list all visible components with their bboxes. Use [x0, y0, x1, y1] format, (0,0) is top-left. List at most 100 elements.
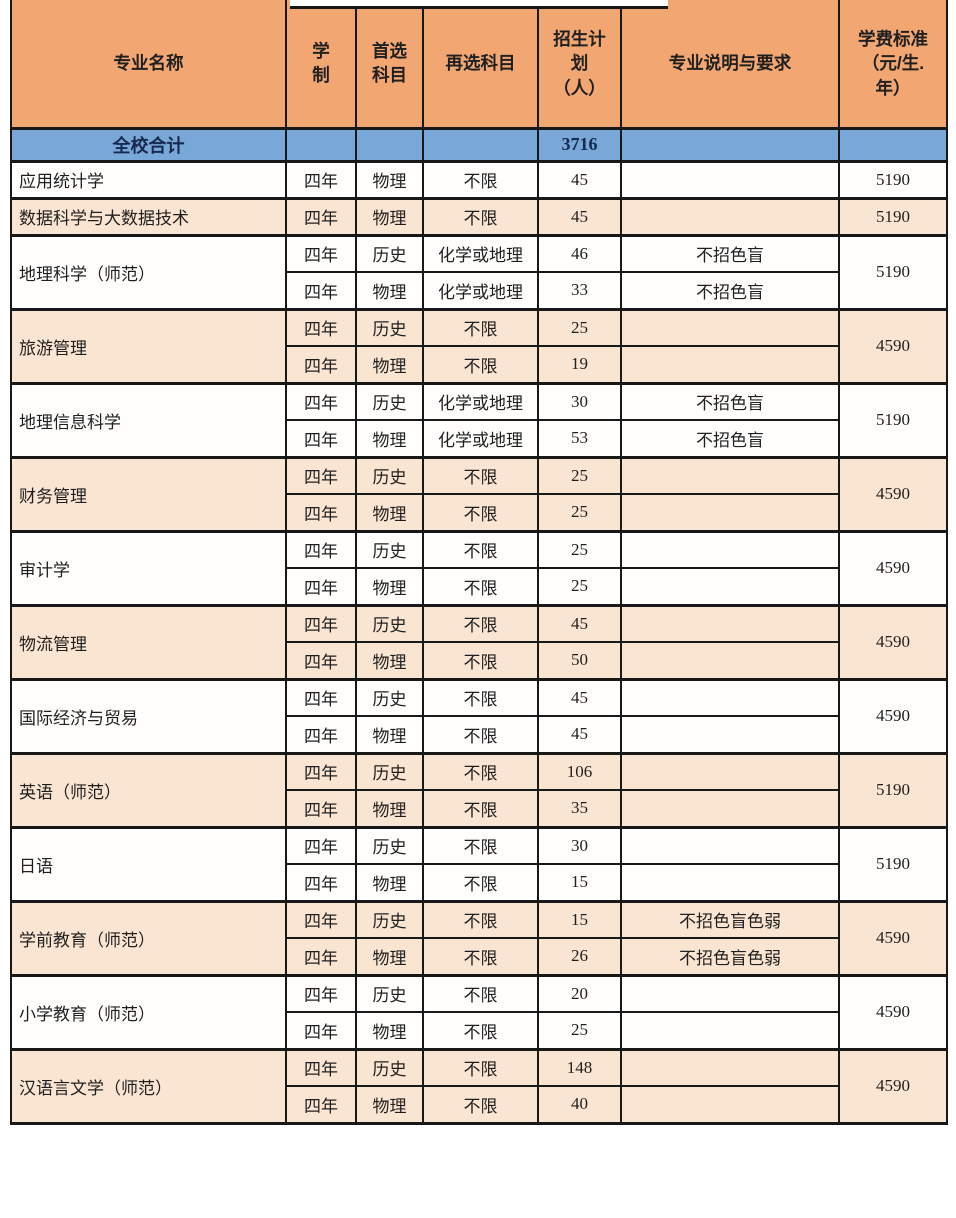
cell-first-subject: 历史 [355, 233, 424, 273]
cell-duration: 四年 [285, 567, 357, 606]
cell-second-subject: 不限 [422, 345, 539, 384]
major-subrow: 四年 物理 不限 35 [11, 789, 947, 828]
cell-plan: 35 [537, 789, 622, 828]
header-row: 专业名称 学 制 首选 科目 再选科目 招生计 划 （人） 专业说明与要求 学费… [10, 0, 948, 130]
cell-plan: 53 [537, 419, 622, 458]
cell-second-subject: 不限 [422, 455, 539, 495]
cell-tuition: 4590 [838, 677, 948, 754]
cell-note [620, 1011, 840, 1050]
major-subrow: 四年 物理 不限 15 [11, 863, 947, 902]
cell-plan: 15 [537, 863, 622, 902]
cell-duration: 四年 [285, 381, 357, 421]
cell-note [620, 1047, 840, 1087]
cell-second-subject: 化学或地理 [422, 233, 539, 273]
cell-second-subject: 不限 [422, 973, 539, 1013]
cell-first-subject: 历史 [355, 751, 424, 791]
cropped-top-strip [290, 0, 668, 9]
cell-second-subject: 不限 [422, 899, 539, 939]
major-subrow: 四年 物理 不限 26 不招色盲色弱 [11, 937, 947, 976]
cell-second-subject: 不限 [422, 196, 539, 236]
cell-plan: 15 [537, 899, 622, 939]
cell-major-name: 地理信息科学 [10, 381, 287, 458]
cell-first-subject: 历史 [355, 973, 424, 1013]
cell-plan: 20 [537, 973, 622, 1013]
cell-duration: 四年 [285, 271, 357, 310]
cell-major-name: 物流管理 [10, 603, 287, 680]
cell-duration: 四年 [285, 751, 357, 791]
col-header-major: 专业名称 [10, 0, 287, 130]
cell-duration: 四年 [285, 825, 357, 865]
cell-duration: 四年 [285, 455, 357, 495]
cell-tuition: 5190 [838, 159, 948, 199]
major-row: 物流管理 四年 历史 不限 45 4590 [10, 603, 948, 680]
cell-duration: 四年 [285, 863, 357, 902]
cell-note [620, 307, 840, 347]
cell-note: 不招色盲 [620, 419, 840, 458]
cell-duration: 四年 [285, 603, 357, 643]
cell-note [620, 455, 840, 495]
cell-duration: 四年 [285, 196, 357, 236]
cell-plan: 30 [537, 381, 622, 421]
major-row: 英语（师范） 四年 历史 不限 106 5190 [10, 751, 948, 828]
cell-second-subject: 不限 [422, 603, 539, 643]
cell-plan: 45 [537, 715, 622, 754]
cell-tuition: 4590 [838, 899, 948, 976]
cell-tuition: 4590 [838, 1047, 948, 1124]
major-row: 汉语言文学（师范） 四年 历史 不限 148 4590 [10, 1047, 948, 1124]
cell-major-name: 汉语言文学（师范） [10, 1047, 287, 1124]
cell-note: 不招色盲 [620, 271, 840, 310]
major-row: 地理科学（师范） 四年 历史 化学或地理 46 不招色盲 5190 [10, 233, 948, 310]
cell-first-subject: 物理 [355, 641, 424, 680]
cell-first-subject: 历史 [355, 825, 424, 865]
cell-note [620, 196, 840, 236]
cell-plan: 25 [537, 455, 622, 495]
total-empty-second [422, 126, 539, 163]
cell-second-subject: 化学或地理 [422, 419, 539, 458]
major-row: 应用统计学 四年 物理 不限 45 5190 [10, 159, 948, 199]
total-empty-notes [620, 126, 840, 163]
admission-plan-table: 专业名称 学 制 首选 科目 再选科目 招生计 划 （人） 专业说明与要求 学费… [10, 0, 948, 1125]
cell-duration: 四年 [285, 233, 357, 273]
cell-duration: 四年 [285, 419, 357, 458]
cell-note [620, 677, 840, 717]
major-row: 日语 四年 历史 不限 30 5190 [10, 825, 948, 902]
total-row: 全校合计 3716 [10, 126, 948, 163]
cell-first-subject: 物理 [355, 937, 424, 976]
cell-note [620, 603, 840, 643]
major-subrow: 四年 物理 不限 25 [11, 1011, 947, 1050]
cell-tuition: 5190 [838, 751, 948, 828]
cell-duration: 四年 [285, 307, 357, 347]
cell-note [620, 529, 840, 569]
cell-plan: 30 [537, 825, 622, 865]
major-row: 旅游管理 四年 历史 不限 25 4590 [10, 307, 948, 384]
cell-duration: 四年 [285, 529, 357, 569]
major-row: 审计学 四年 历史 不限 25 4590 [10, 529, 948, 606]
cell-major-name: 应用统计学 [10, 159, 287, 199]
cell-first-subject: 物理 [355, 345, 424, 384]
cell-second-subject: 不限 [422, 789, 539, 828]
cell-plan: 106 [537, 751, 622, 791]
cell-plan: 25 [537, 567, 622, 606]
major-row: 小学教育（师范） 四年 历史 不限 20 4590 [10, 973, 948, 1050]
cell-second-subject: 不限 [422, 493, 539, 532]
cell-note [620, 567, 840, 606]
cell-second-subject: 不限 [422, 529, 539, 569]
cell-second-subject: 不限 [422, 715, 539, 754]
cell-duration: 四年 [285, 715, 357, 754]
cell-tuition: 4590 [838, 603, 948, 680]
cell-plan: 45 [537, 677, 622, 717]
major-row: 国际经济与贸易 四年 历史 不限 45 4590 [10, 677, 948, 754]
col-header-tuition: 学费标准 （元/生. 年） [838, 0, 948, 130]
cell-major-name: 小学教育（师范） [10, 973, 287, 1050]
cell-second-subject: 化学或地理 [422, 381, 539, 421]
cell-second-subject: 不限 [422, 567, 539, 606]
cell-plan: 45 [537, 196, 622, 236]
cell-duration: 四年 [285, 1011, 357, 1050]
cell-major-name: 英语（师范） [10, 751, 287, 828]
cell-duration: 四年 [285, 641, 357, 680]
total-label: 全校合计 [10, 126, 287, 163]
cell-major-name: 国际经济与贸易 [10, 677, 287, 754]
cell-tuition: 4590 [838, 973, 948, 1050]
cell-second-subject: 不限 [422, 1085, 539, 1124]
cell-note [620, 973, 840, 1013]
